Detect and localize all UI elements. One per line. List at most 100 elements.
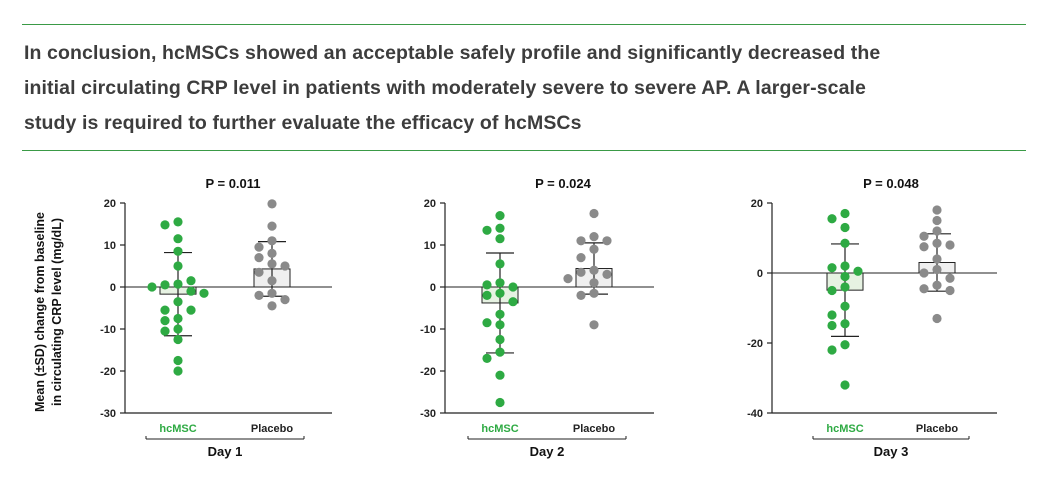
data-point-hcmsc [495, 334, 505, 345]
data-point-hcmsc [495, 211, 505, 221]
data-point-placebo [280, 295, 290, 305]
data-point-placebo [932, 215, 942, 226]
y-tick-label: -10 [100, 324, 116, 336]
charts-figure: Mean (±SD) change from baseline in circu… [33, 176, 997, 459]
conclusion-line-1: In conclusion, hcMSCs showed an acceptab… [24, 42, 881, 64]
data-point-hcmsc [199, 288, 209, 298]
data-point-placebo [280, 261, 290, 271]
data-point-placebo [563, 274, 573, 284]
data-point-hcmsc [186, 286, 196, 296]
data-point-hcmsc [495, 347, 505, 357]
data-point-hcmsc [840, 261, 850, 271]
conclusion-line-3: study is required to further evaluate th… [24, 112, 582, 134]
top-divider [22, 24, 1026, 25]
data-point-hcmsc [160, 326, 170, 336]
y-tick-label: 20 [424, 198, 436, 210]
data-point-hcmsc [495, 223, 505, 233]
y-tick-label: 0 [757, 268, 763, 280]
data-point-placebo [945, 285, 955, 296]
data-point-hcmsc [508, 297, 518, 307]
data-point-hcmsc [186, 305, 196, 315]
data-point-hcmsc [495, 370, 505, 380]
data-point-hcmsc [173, 366, 183, 376]
data-point-hcmsc [840, 380, 850, 390]
data-point-hcmsc [482, 280, 492, 290]
data-point-hcmsc [827, 320, 837, 331]
data-point-placebo [932, 264, 942, 275]
data-point-hcmsc [482, 318, 492, 328]
x-category-label-hcmsc: hcMSC [159, 423, 196, 435]
y-tick-label: 10 [424, 240, 436, 252]
chart-panel-3: P = 0.048 20 0 -20 -40 hcMSC Placebo Day 3 [747, 176, 997, 459]
data-point-placebo [576, 290, 586, 300]
data-point-hcmsc [173, 334, 183, 345]
data-point-placebo [919, 284, 929, 294]
data-point-placebo [267, 276, 277, 286]
data-point-placebo [602, 236, 612, 246]
data-point-hcmsc [840, 282, 850, 292]
data-point-hcmsc [827, 285, 837, 296]
y-tick-label: -20 [100, 366, 116, 378]
conclusion-text: In conclusion, hcMSCs showed an acceptab… [24, 36, 1034, 141]
data-point-hcmsc [495, 259, 505, 269]
chart-title: P = 0.024 [535, 176, 592, 191]
y-tick-label: 10 [104, 240, 116, 252]
data-point-hcmsc [495, 397, 505, 408]
data-point-placebo [932, 226, 942, 236]
data-point-placebo [589, 265, 599, 275]
data-point-placebo [267, 259, 277, 269]
data-point-placebo [267, 199, 277, 209]
data-point-placebo [589, 232, 599, 242]
data-point-hcmsc [495, 320, 505, 330]
data-point-placebo [919, 242, 929, 252]
x-axis-label: Day 2 [530, 444, 565, 459]
data-point-placebo [932, 238, 942, 248]
x-axis-label: Day 3 [874, 444, 909, 459]
data-point-placebo [267, 301, 277, 311]
data-point-hcmsc [495, 278, 505, 288]
data-point-hcmsc [173, 313, 183, 324]
data-point-hcmsc [495, 288, 505, 298]
data-point-placebo [932, 254, 942, 264]
chart-title: P = 0.011 [205, 176, 260, 191]
data-point-placebo [576, 267, 586, 277]
y-tick-label: -30 [100, 408, 116, 420]
data-point-hcmsc [173, 217, 183, 227]
y-tick-label: 0 [110, 282, 116, 294]
data-point-hcmsc [840, 271, 850, 282]
data-point-placebo [602, 269, 612, 279]
data-point-placebo [589, 208, 599, 219]
x-axis-label: Day 1 [208, 444, 243, 459]
y-axis-label-line-2: in circulating CRP level (mg/dL) [50, 218, 64, 406]
data-point-placebo [254, 290, 264, 300]
data-point-placebo [267, 236, 277, 246]
data-point-placebo [254, 253, 264, 263]
data-point-hcmsc [482, 353, 492, 363]
data-point-hcmsc [853, 266, 863, 276]
data-point-hcmsc [173, 261, 183, 271]
x-category-label-placebo: Placebo [916, 423, 958, 435]
data-point-hcmsc [827, 214, 837, 224]
data-point-placebo [919, 231, 929, 241]
data-point-placebo [589, 244, 599, 254]
conclusion-line-2: initial circulating CRP level in patient… [24, 77, 866, 99]
data-point-hcmsc [173, 297, 183, 307]
data-point-placebo [945, 273, 955, 283]
data-point-hcmsc [840, 301, 850, 311]
data-point-placebo [589, 278, 599, 288]
data-point-hcmsc [482, 290, 492, 300]
data-point-hcmsc [482, 225, 492, 235]
data-point-placebo [267, 248, 277, 258]
data-point-hcmsc [840, 319, 850, 329]
data-point-placebo [932, 205, 942, 215]
data-point-hcmsc [173, 279, 183, 289]
data-point-placebo [919, 268, 929, 278]
data-point-placebo [589, 288, 599, 298]
data-point-placebo [932, 280, 942, 290]
chart-panel-1: P = 0.011 20 10 0 -10 -20 -30 hcMSC Placebo Day 1 [100, 176, 332, 459]
data-point-hcmsc [173, 246, 183, 256]
y-tick-label: -20 [747, 338, 763, 350]
x-category-label-hcmsc: hcMSC [481, 423, 518, 435]
data-point-placebo [267, 221, 277, 231]
data-point-hcmsc [173, 324, 183, 334]
